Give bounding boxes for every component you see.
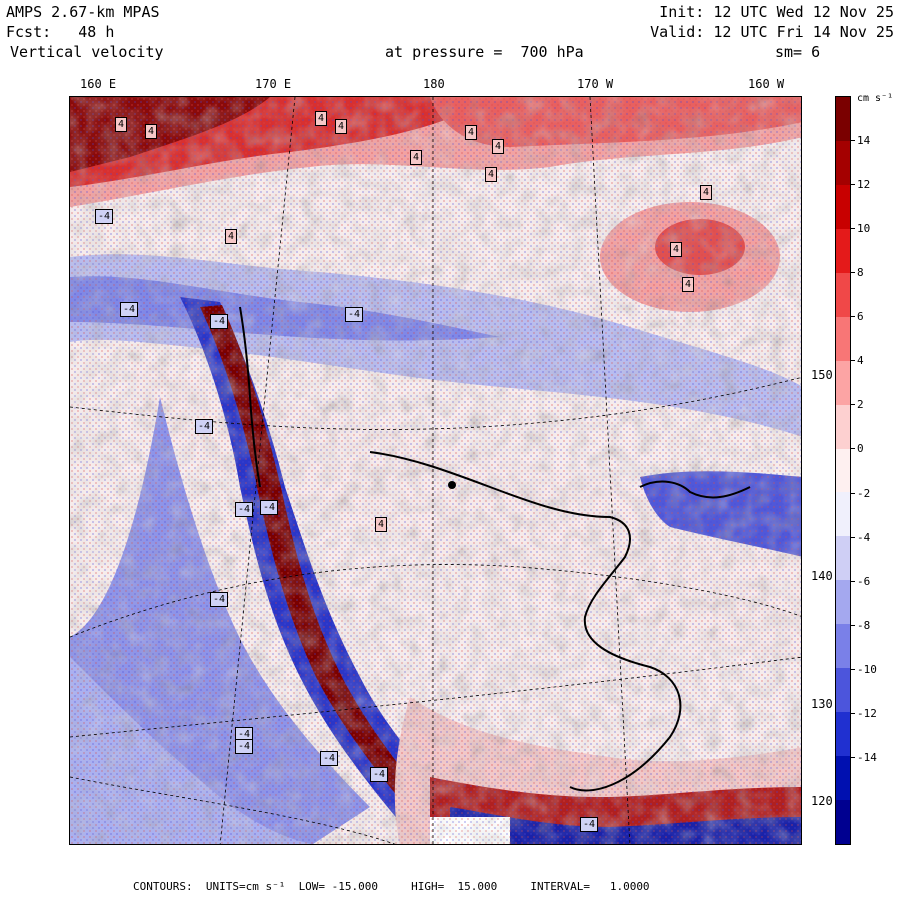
lon-label-170e: 170 E <box>255 77 292 91</box>
model-title: AMPS 2.67-km MPAS <box>6 3 160 21</box>
colorbar-segment <box>836 404 850 450</box>
colorbar-tick-label: 10 <box>857 222 871 236</box>
colorbar-tick-mark <box>850 404 855 406</box>
colorbar-segment <box>836 272 850 318</box>
colorbar-tick-label: 2 <box>857 398 864 412</box>
colorbar-tick-mark <box>850 140 855 142</box>
colorbar-tick-mark <box>850 448 855 450</box>
colorbar-tick-label: -10 <box>857 662 877 676</box>
contour-value-label: 4 <box>335 119 348 134</box>
contour-value-label: 4 <box>315 111 328 126</box>
colorbar-tick-mark <box>850 316 855 318</box>
lon-label-170w: 170 W <box>577 77 614 91</box>
colorbar-tick-mark <box>850 492 855 494</box>
contour-value-label: 4 <box>682 277 695 292</box>
colorbar-segment <box>836 536 850 581</box>
colorbar-units: cm s⁻¹ <box>857 93 894 104</box>
contour-value-label: 4 <box>485 167 498 182</box>
colorbar-segment <box>836 800 850 845</box>
field-name: Vertical velocity <box>10 43 164 61</box>
colorbar-tick-mark <box>850 624 855 626</box>
contour-value-label: 4 <box>145 124 158 139</box>
contour-value-label: -4 <box>210 314 229 329</box>
contour-value-label: -4 <box>210 592 229 607</box>
colorbar-tick-mark <box>850 580 855 582</box>
station-marker <box>448 481 456 489</box>
lon-label-160e: 160 E <box>80 77 117 91</box>
contour-value-label: -4 <box>320 751 339 766</box>
colorbar-tick-label: -2 <box>857 486 871 500</box>
colorbar-tick-label: 12 <box>857 178 871 192</box>
colorbar-tick-mark <box>850 360 855 362</box>
colorbar-segment <box>836 492 850 537</box>
coastline <box>239 306 751 792</box>
colorbar-tick-mark <box>850 668 855 670</box>
colorbar-tick-mark <box>850 756 855 758</box>
colorbar-tick-label: -8 <box>857 618 871 632</box>
contour-value-label: -4 <box>95 209 114 224</box>
forecast-hour: Fcst: 48 h <box>6 23 115 41</box>
colorbar <box>835 96 851 845</box>
contour-value-label: 4 <box>225 229 238 244</box>
contour-info: CONTOURS: UNITS=cm s⁻¹ LOW= -15.000 HIGH… <box>133 880 650 893</box>
colorbar-tick-label: 6 <box>857 310 864 324</box>
contour-value-label: 4 <box>115 117 128 132</box>
contour-value-label: 4 <box>670 242 683 257</box>
colorbar-segment <box>836 712 850 757</box>
init-time: Init: 12 UTC Wed 12 Nov 25 <box>659 3 894 21</box>
colorbar-tick-mark <box>850 272 855 274</box>
contour-noise <box>70 97 801 844</box>
lon-label-180: 180 <box>423 77 445 91</box>
contour-value-label: -4 <box>120 302 139 317</box>
colorbar-tick-mark <box>850 536 855 538</box>
colorbar-tick-label: 0 <box>857 442 864 456</box>
colorbar-segment <box>836 448 850 493</box>
contour-value-label: 4 <box>410 150 423 165</box>
contour-value-label: 4 <box>465 125 478 140</box>
contour-value-label: -4 <box>260 500 279 515</box>
map-canvas <box>70 97 801 844</box>
contour-value-label: 4 <box>492 139 505 154</box>
colorbar-tick-label: 4 <box>857 354 864 368</box>
colorbar-tick-label: -14 <box>857 750 877 764</box>
colorbar-tick-label: -4 <box>857 530 871 544</box>
colorbar-tick-mark <box>850 228 855 230</box>
colorbar-segment <box>836 97 850 142</box>
contour-value-label: 4 <box>700 185 713 200</box>
pressure-level: at pressure = 700 hPa <box>385 43 584 61</box>
smoothing: sm= 6 <box>775 43 821 61</box>
colorbar-segment <box>836 184 850 230</box>
colorbar-segment <box>836 580 850 625</box>
colorbar-tick-label: -12 <box>857 706 877 720</box>
valid-time: Valid: 12 UTC Fri 14 Nov 25 <box>650 23 894 41</box>
colorbar-segment <box>836 668 850 713</box>
contour-value-label: -4 <box>370 767 389 782</box>
colorbar-segment <box>836 360 850 406</box>
colorbar-segment <box>836 756 850 801</box>
colorbar-segment <box>836 316 850 362</box>
colorbar-tick-label: 8 <box>857 266 864 280</box>
colorbar-segment <box>836 624 850 669</box>
contour-value-label: 4 <box>375 517 388 532</box>
colorbar-tick-mark <box>850 184 855 186</box>
colorbar-segment <box>836 140 850 186</box>
graticule <box>70 97 801 844</box>
colorbar-tick-label: -6 <box>857 574 871 588</box>
contour-value-label: -4 <box>580 817 599 832</box>
lon-label-160w: 160 W <box>748 77 785 91</box>
colorbar-tick-mark <box>850 712 855 714</box>
vertical-velocity-map: 4 4 4 4 4 4 4 4 4 4 4 4 4 -4 -4 -4 -4 -4 -4 -4 -4 -4 -4 -4 -4 -4 <box>69 96 802 845</box>
colorbar-segment <box>836 228 850 274</box>
contour-value-label: -4 <box>195 419 214 434</box>
contour-value-label: -4 <box>235 502 254 517</box>
contour-value-label: -4 <box>235 739 254 754</box>
contour-value-label: -4 <box>345 307 364 322</box>
colorbar-tick-label: 14 <box>857 134 871 148</box>
